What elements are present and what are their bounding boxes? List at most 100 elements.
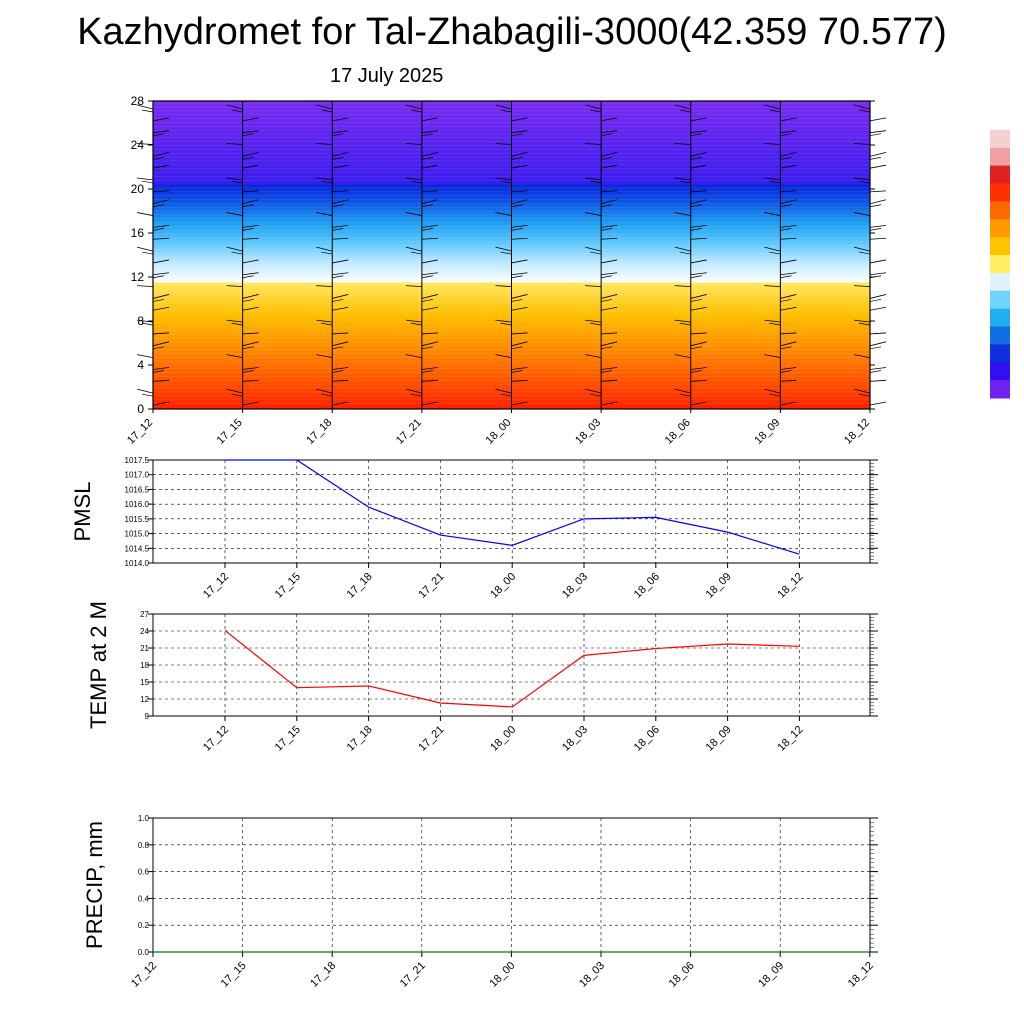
y-axis-label: PRECIP, mm [82, 821, 107, 949]
colorbar-swatch [990, 183, 1010, 202]
wind-barb [511, 228, 523, 231]
wind-barb [152, 299, 165, 302]
wind-barb [869, 272, 887, 276]
wind-barb [511, 225, 528, 228]
y-tick-label: 4 [137, 358, 144, 372]
wind-barb [869, 370, 882, 373]
wind-barb [500, 322, 512, 326]
wind-barb [405, 354, 422, 359]
wind-barb [316, 104, 333, 110]
wind-barb [141, 180, 154, 184]
wind-barb [679, 251, 691, 255]
wind-barb [152, 306, 170, 311]
wind-barb [152, 157, 165, 160]
wind-barb [511, 299, 523, 302]
y-tick-label: 0.2 [138, 921, 150, 930]
wind-barb [242, 332, 259, 335]
wind-barb [780, 204, 792, 208]
wind-barb [242, 237, 259, 240]
wind-barb [511, 199, 528, 205]
wind-barb [231, 393, 243, 397]
wind-barb [769, 393, 781, 397]
wind-barb [405, 388, 422, 394]
wind-barb [853, 388, 871, 394]
wind-barb [690, 272, 707, 276]
wind-barb [500, 251, 512, 255]
wind-barb [601, 133, 613, 137]
y-tick-label: 1014.5 [125, 544, 150, 553]
wind-barb [780, 346, 792, 350]
wind-barb [780, 237, 797, 240]
wind-barb [242, 379, 259, 382]
wind-barb [869, 117, 887, 122]
temperature-series-line [224, 629, 800, 708]
wind-barb [500, 393, 512, 397]
wind-barb [690, 341, 707, 347]
wind-barb [405, 319, 422, 323]
cross-section-chart: 0 4 8 12 16 20 24 28 17_12 17_15 17_18 17_21 18_00 18… [125, 94, 887, 447]
wind-barb [690, 204, 702, 208]
wind-barb [601, 228, 613, 231]
wind-barb [495, 143, 512, 145]
wind-barb [858, 180, 871, 184]
colorbar-swatch [990, 290, 1010, 310]
wind-barb [764, 354, 781, 359]
wind-barb [690, 275, 702, 279]
wind-barb [152, 225, 170, 228]
wind-barb [332, 367, 349, 370]
wind-barb [136, 285, 154, 287]
wind-barb [152, 259, 170, 264]
wind-barb [764, 388, 781, 394]
wind-barb [674, 319, 691, 323]
colorbar-swatch [990, 201, 1010, 220]
wind-barb [690, 133, 702, 137]
wind-barb [869, 346, 882, 350]
x-tick-label: 17_15 [273, 724, 303, 754]
wind-barb [601, 294, 618, 299]
wind-barb [226, 246, 243, 252]
wind-barb [332, 157, 344, 160]
wind-barb [316, 246, 333, 252]
y-tick-label: 1015.5 [125, 515, 150, 524]
y-tick-label: 20 [131, 182, 145, 196]
wind-barb [226, 104, 243, 110]
wind-barb [321, 322, 333, 326]
wind-barb [316, 319, 333, 323]
wind-barb [780, 190, 797, 193]
wind-barb [601, 401, 618, 406]
wind-barb [690, 299, 702, 302]
colorbar-swatch [990, 380, 1010, 399]
wind-barb [590, 251, 602, 255]
wind-barb [601, 306, 618, 311]
colorbar-swatch [990, 308, 1010, 327]
wind-barb [585, 319, 602, 323]
wind-barb [869, 190, 887, 193]
wind-barb [242, 225, 259, 228]
wind-barb [869, 228, 882, 231]
wind-barb [780, 151, 797, 157]
wind-barb [136, 319, 154, 323]
x-tick-label: 18_06 [667, 960, 697, 990]
wind-barb [136, 354, 154, 359]
wind-barb [601, 157, 613, 160]
wind-barb [780, 272, 797, 276]
wind-barb [690, 237, 707, 240]
wind-barb [585, 143, 602, 145]
x-tick-label: 17_15 [273, 571, 303, 601]
x-tick-label: 17_21 [394, 417, 424, 447]
wind-barb [321, 251, 333, 255]
x-tick-label: 18_00 [487, 960, 517, 990]
wind-barb [136, 246, 154, 252]
y-tick-label: 1015.0 [125, 530, 150, 539]
wind-barb [495, 354, 512, 359]
wind-barb [152, 346, 165, 350]
wind-barb [421, 346, 433, 350]
wind-barb [226, 212, 243, 216]
wind-barb [421, 379, 438, 382]
wind-barb [332, 151, 349, 157]
wind-barb [242, 133, 254, 137]
y-tick-label: 27 [140, 610, 149, 619]
wind-barb [780, 379, 797, 382]
wind-barb [242, 117, 259, 122]
wind-barb [421, 299, 433, 302]
